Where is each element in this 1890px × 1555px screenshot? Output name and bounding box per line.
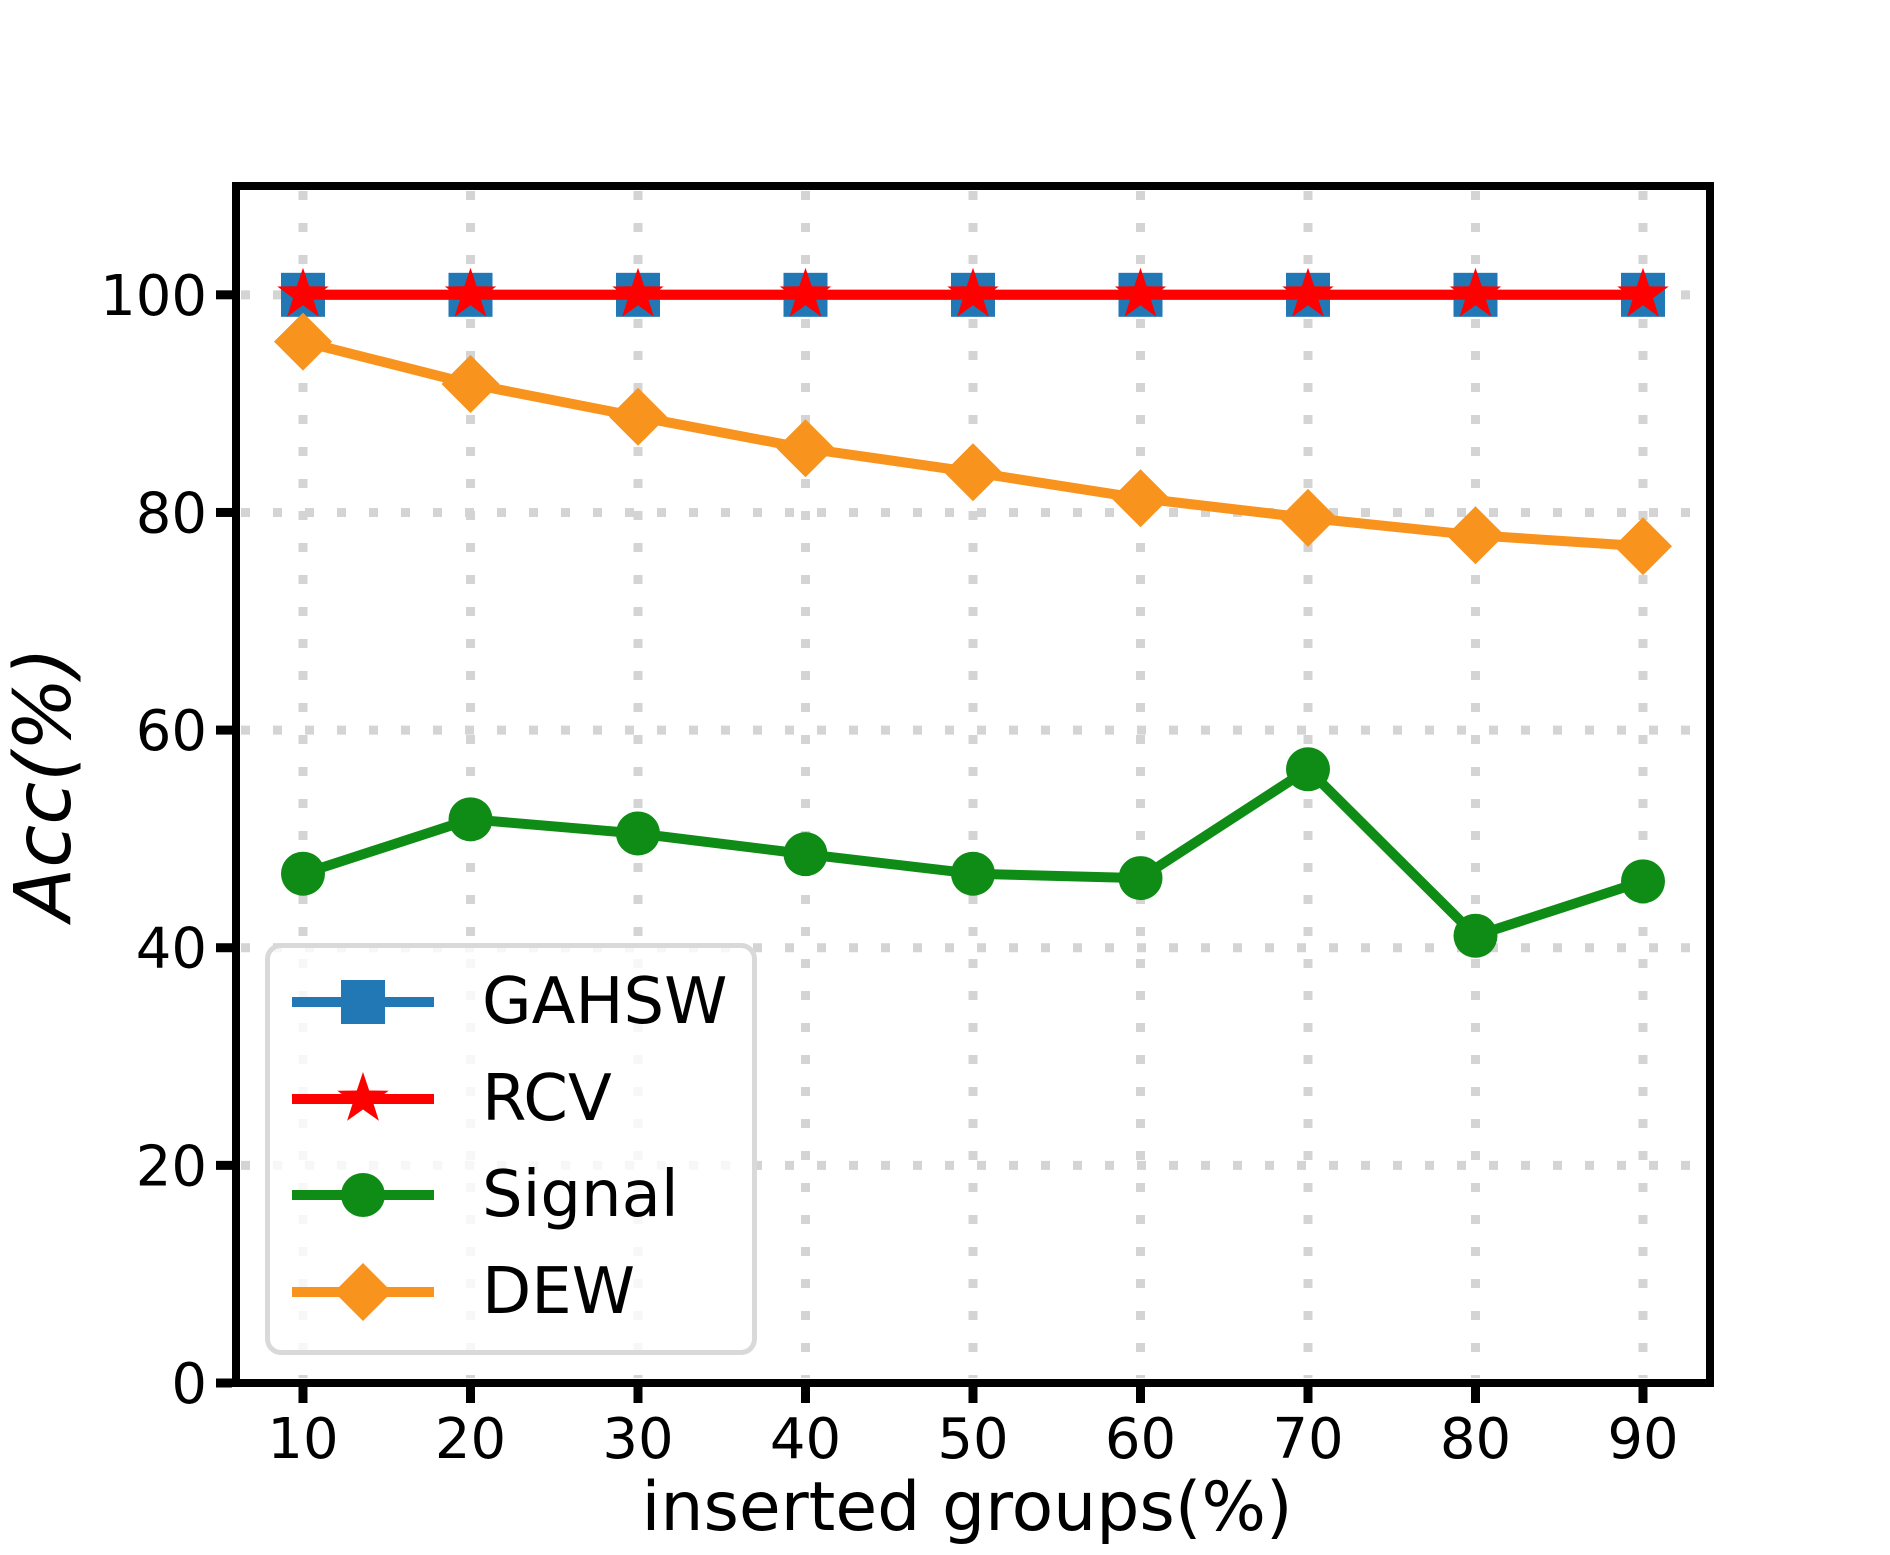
marker-Signal-90	[1621, 859, 1665, 904]
y-axis-label: Acc(%)	[0, 646, 89, 922]
marker-Signal-80	[1453, 913, 1498, 958]
y-tick-label-40: 40	[136, 917, 207, 982]
marker-DEW-20	[441, 355, 500, 414]
series-RCV	[277, 267, 1669, 317]
marker-DEW-80	[1446, 506, 1505, 565]
marker-RCV-80	[1449, 267, 1502, 317]
marker-DEW-30	[609, 387, 667, 446]
legend-item-signal: Signal	[290, 1153, 742, 1237]
y-tick-label-20: 20	[136, 1134, 207, 1199]
legend-marker-Signal	[341, 1173, 385, 1218]
marker-RCV-20	[444, 267, 497, 317]
tick-labels: 10 20 30 40 50 60 70 80 90 0 20 40 60 80 100	[100, 264, 1679, 1472]
signal-circle-marker-icon	[292, 1173, 434, 1218]
x-tick-label-10: 10	[267, 1407, 338, 1472]
marker-Signal-40	[783, 832, 828, 877]
marker-DEW-70	[1279, 488, 1337, 547]
marker-Signal-20	[448, 797, 493, 842]
x-tick-label-70: 70	[1272, 1407, 1343, 1472]
y-tick-label-80: 80	[136, 481, 207, 546]
rcv-star-marker-icon	[292, 1071, 434, 1121]
axis-ticks	[216, 290, 1648, 1403]
legend-item-dew: DEW	[290, 1250, 742, 1334]
legend-item-gahsw: GAHSW	[290, 960, 742, 1044]
marker-RCV-40	[779, 267, 832, 317]
x-axis-label: inserted groups(%)	[641, 1468, 1293, 1547]
legend-marker-GAHSW	[341, 980, 385, 1024]
y-tick-label-60: 60	[136, 699, 207, 764]
legend-label-gahsw: GAHSW	[482, 965, 728, 1039]
marker-DEW-90	[1614, 517, 1672, 576]
y-tick-label-0: 0	[171, 1352, 207, 1417]
marker-Signal-60	[1118, 856, 1163, 901]
legend-label-dew: DEW	[482, 1254, 635, 1329]
legend-marker-RCV	[337, 1071, 389, 1121]
marker-Signal-50	[951, 851, 995, 896]
series-DEW	[274, 312, 1672, 576]
marker-DEW-60	[1111, 469, 1170, 528]
legend-label-signal: Signal	[482, 1158, 679, 1233]
legend-marker-DEW	[334, 1262, 392, 1321]
marker-DEW-40	[776, 419, 835, 478]
x-tick-label-50: 50	[937, 1407, 1008, 1472]
x-tick-label-30: 30	[602, 1407, 673, 1472]
marker-RCV-50	[947, 267, 999, 317]
marker-Signal-30	[616, 811, 660, 856]
x-tick-label-90: 90	[1607, 1407, 1678, 1472]
x-tick-label-80: 80	[1440, 1407, 1511, 1472]
marker-DEW-10	[274, 312, 332, 371]
dew-diamond-marker-icon	[292, 1262, 434, 1321]
y-tick-label-100: 100	[100, 264, 207, 329]
marker-RCV-60	[1114, 267, 1167, 317]
marker-Signal-70	[1286, 747, 1330, 792]
gahsw-square-marker-icon	[292, 980, 434, 1024]
x-tick-label-40: 40	[770, 1407, 841, 1472]
legend-label-rcv: RCV	[482, 1061, 612, 1136]
legend-item-rcv: RCV	[290, 1057, 742, 1141]
marker-DEW-50	[944, 443, 1002, 502]
legend: GAHSW RCV Signal DEW	[265, 943, 757, 1355]
x-tick-label-20: 20	[435, 1407, 506, 1472]
marker-Signal-10	[281, 851, 325, 896]
marker-RCV-10	[277, 267, 329, 317]
marker-RCV-70	[1282, 267, 1334, 317]
plot-spines	[232, 182, 1714, 1387]
marker-RCV-90	[1617, 267, 1669, 317]
series-Signal	[281, 747, 1665, 958]
marker-RCV-30	[612, 267, 664, 317]
x-tick-label-60: 60	[1105, 1407, 1176, 1472]
